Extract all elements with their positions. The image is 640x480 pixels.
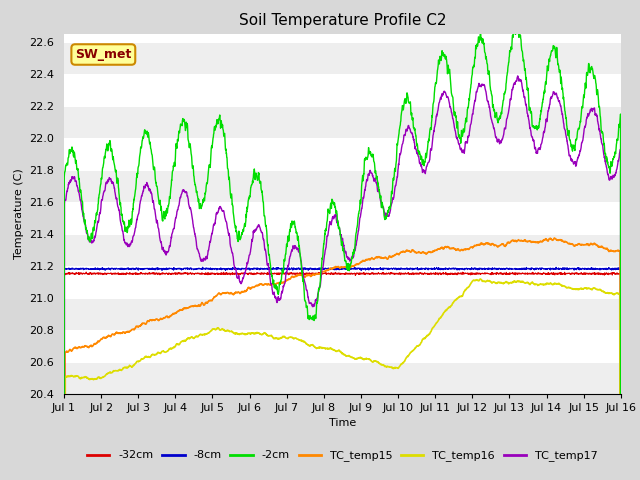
Y-axis label: Temperature (C): Temperature (C) <box>13 168 24 259</box>
Text: SW_met: SW_met <box>75 48 131 61</box>
Bar <box>64 265 621 298</box>
Bar <box>64 106 621 138</box>
Bar <box>64 73 621 106</box>
Bar <box>64 138 621 169</box>
Bar <box>64 361 621 394</box>
Legend: -32cm, -8cm, -2cm, TC_temp15, TC_temp16, TC_temp17: -32cm, -8cm, -2cm, TC_temp15, TC_temp16,… <box>83 446 602 466</box>
Bar <box>64 234 621 265</box>
Bar <box>64 330 621 361</box>
Bar <box>64 202 621 234</box>
X-axis label: Time: Time <box>329 418 356 428</box>
Title: Soil Temperature Profile C2: Soil Temperature Profile C2 <box>239 13 446 28</box>
Bar <box>64 298 621 330</box>
Bar <box>64 42 621 73</box>
Bar <box>64 169 621 202</box>
